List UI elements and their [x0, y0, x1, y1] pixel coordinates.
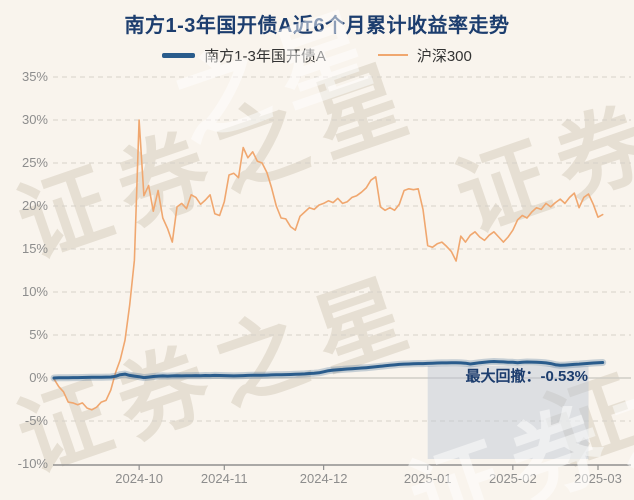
x-axis-label: 2024-12	[299, 471, 348, 486]
y-axis-label: 5%	[29, 327, 48, 342]
legend-item-fund[interactable]: 南方1-3年国开债A	[162, 45, 326, 66]
index-line-swatch	[377, 54, 408, 56]
chart-title: 南方1-3年国开债A近6个月累计收益率走势	[124, 15, 510, 37]
legend-label-index: 沪深300	[416, 47, 472, 65]
y-axis-label: -10%	[17, 456, 48, 471]
x-axis-label: 2025-03	[574, 471, 622, 486]
y-axis-label: 15%	[21, 241, 48, 256]
y-axis-label: 30%	[21, 112, 48, 127]
x-axis-label: 2025-01	[403, 471, 452, 486]
x-axis-label: 2025-02	[488, 471, 537, 486]
x-axis-label: 2024-11	[200, 471, 248, 486]
fund-series-line	[52, 360, 605, 380]
y-axis-label: 25%	[21, 155, 48, 170]
max-drawdown-region	[427, 366, 589, 459]
fund-line-swatch	[162, 52, 196, 58]
y-axis-label: 0%	[29, 370, 48, 385]
legend-label-fund: 南方1-3年国开债A	[204, 47, 326, 65]
chart-legend: 南方1-3年国开债A 沪深300	[0, 45, 634, 66]
legend-item-index[interactable]: 沪深300	[377, 45, 472, 66]
y-axis-label: 10%	[21, 284, 48, 299]
x-axis-label: 2024-10	[115, 471, 163, 486]
y-axis-label: -5%	[24, 413, 48, 428]
y-axis-label: 20%	[21, 198, 48, 213]
max-drawdown-label: 最大回撤：-0.53%	[465, 368, 588, 385]
index-series-line	[53, 119, 604, 411]
y-axis-label: 35%	[21, 69, 48, 84]
